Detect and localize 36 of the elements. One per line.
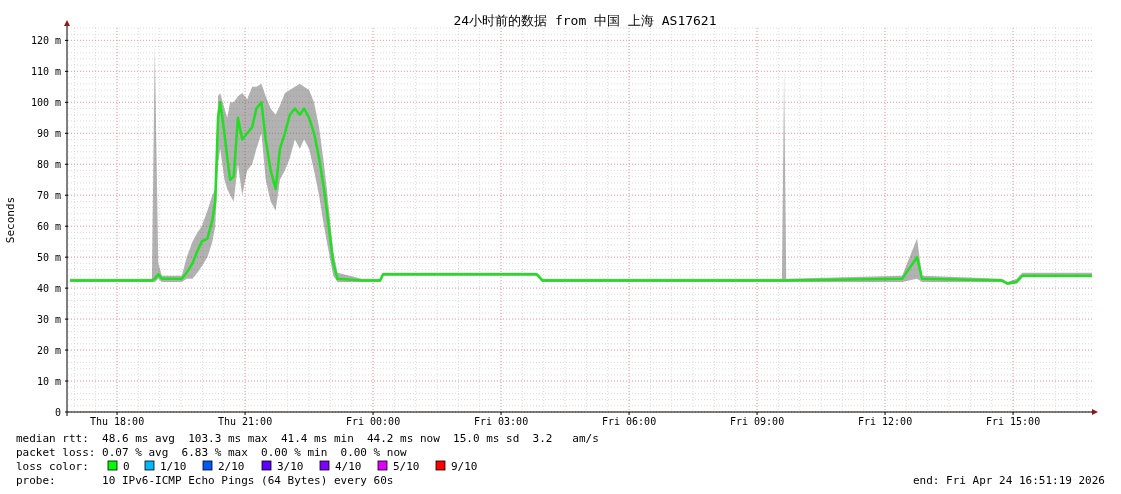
text: 5/10 [393,460,420,473]
y-tick-label: 50 m [36,252,61,264]
text: 0 [123,460,130,473]
x-tick-label: Fri 12:00 [857,416,913,427]
text: loss color: [16,460,89,473]
chart-title: 24小时前的数据 from 中国 上海 AS17621 [453,13,717,28]
line-series [68,101,1094,285]
y-tick-label: 90 m [36,128,61,140]
text: 2/10 [218,460,245,473]
y-tick-label: 70 m [36,190,61,202]
x-tick-label: Fri 09:00 [729,416,785,427]
x-tick-label: Fri 06:00 [601,416,657,427]
y-tick-label: 40 m [36,283,61,295]
text: end: Fri Apr 24 16:51:19 2026 [912,474,1105,487]
text: probe: 10 IPv6-ICMP Echo Pings (64 Bytes) every 60s [16,474,394,487]
x-tick-label: Thu 21:00 [217,416,273,427]
y-tick-label: 110 m [30,66,61,78]
y-tick-label: 100 m [30,97,61,109]
text: 3/10 [277,460,304,473]
x-tick-label: Thu 18:00 [89,416,145,427]
x-tick-label: Fri 03:00 [473,416,529,427]
x-tick-label: Fri 00:00 [345,416,401,427]
text: 1/10 [160,460,187,473]
text: median rtt: 48.6 ms avg 103.3 ms max 41.4 ms min 44.2 ms now 15.0 ms sd 3.2 am/s [16,432,599,445]
y-tick-label: 0 [54,407,61,418]
text: 9/10 [451,460,478,473]
y-tick-label: 10 m [36,376,61,388]
text: 4/10 [335,460,362,473]
y-tick-label: 30 m [36,314,61,326]
y-tick-label: 20 m [36,345,61,357]
y-tick-label: 120 m [30,35,61,47]
y-tick-label: 60 m [36,221,61,233]
text: packet loss: 0.07 % avg 6.83 % max 0.00 % min 0.00 % now [16,446,408,459]
x-tick-label: Fri 15:00 [985,416,1041,427]
y-tick-label: 80 m [36,159,61,171]
y-axis-title: Seconds [4,196,17,244]
